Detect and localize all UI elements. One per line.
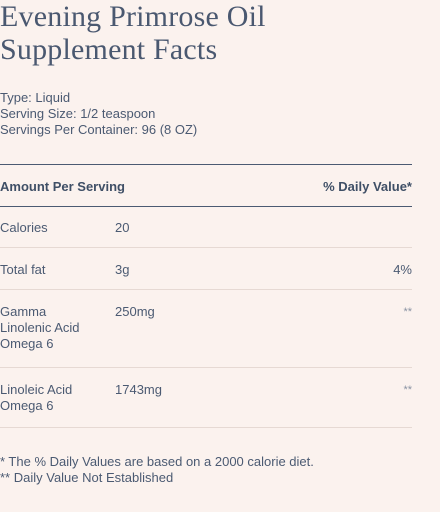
nutrient-name-line: Linolenic Acid bbox=[0, 320, 80, 335]
nutrient-name-line: Linoleic Acid bbox=[0, 382, 73, 397]
table-header: Amount Per Serving % Daily Value* bbox=[0, 165, 412, 207]
supplement-facts-panel: Evening Primrose Oil Supplement Facts Ty… bbox=[0, 0, 412, 486]
footnote-daily-values: * The % Daily Values are based on a 2000… bbox=[0, 454, 314, 469]
table-row: Gamma Linolenic Acid Omega 6 250mg ** bbox=[0, 290, 412, 368]
nutrient-name-line: Total fat bbox=[0, 262, 46, 277]
nutrient-name: Calories bbox=[0, 220, 100, 236]
nutrient-daily-value: 4% bbox=[393, 262, 412, 277]
title-line-1: Evening Primrose Oil bbox=[0, 0, 266, 33]
type-text: Type: Liquid bbox=[0, 90, 71, 105]
nutrient-amount: 1743mg bbox=[115, 382, 162, 397]
footnote-not-established: ** Daily Value Not Established bbox=[0, 470, 174, 485]
nutrient-name: Linoleic Acid Omega 6 bbox=[0, 382, 100, 414]
footnotes: * The % Daily Values are based on a 2000… bbox=[0, 454, 314, 486]
nutrient-name-line: Omega 6 bbox=[0, 336, 54, 351]
nutrient-name-line: Gamma bbox=[0, 304, 47, 319]
nutrient-amount: 250mg bbox=[115, 304, 155, 319]
nutrient-amount: 3g bbox=[115, 262, 130, 277]
table-row: Total fat 3g 4% bbox=[0, 248, 412, 290]
top-divider bbox=[0, 164, 412, 165]
product-meta: Type: Liquid Serving Size: 1/2 teaspoon … bbox=[0, 90, 197, 138]
nutrient-name-line: Omega 6 bbox=[0, 398, 54, 413]
servings-per-container-text: Servings Per Container: 96 (8 OZ) bbox=[0, 122, 198, 137]
nutrient-daily-value: ** bbox=[403, 306, 412, 318]
nutrient-name: Gamma Linolenic Acid Omega 6 bbox=[0, 304, 100, 352]
nutrient-name: Total fat bbox=[0, 262, 100, 278]
daily-value-header: % Daily Value* bbox=[323, 179, 412, 194]
table-row: Calories 20 bbox=[0, 207, 412, 248]
nutrient-name-line: Calories bbox=[0, 220, 48, 235]
amount-per-serving-header: Amount Per Serving bbox=[0, 179, 125, 194]
nutrient-amount: 20 bbox=[115, 220, 130, 235]
header-divider bbox=[0, 206, 412, 207]
nutrient-table: Calories 20 Total fat 3g 4% Gamma Linole… bbox=[0, 207, 412, 428]
page-title: Evening Primrose Oil Supplement Facts bbox=[0, 0, 412, 66]
serving-size-text: Serving Size: 1/2 teaspoon bbox=[0, 106, 156, 121]
title-line-2: Supplement Facts bbox=[0, 33, 218, 66]
table-row: Linoleic Acid Omega 6 1743mg ** bbox=[0, 368, 412, 428]
nutrient-daily-value: ** bbox=[403, 384, 412, 396]
